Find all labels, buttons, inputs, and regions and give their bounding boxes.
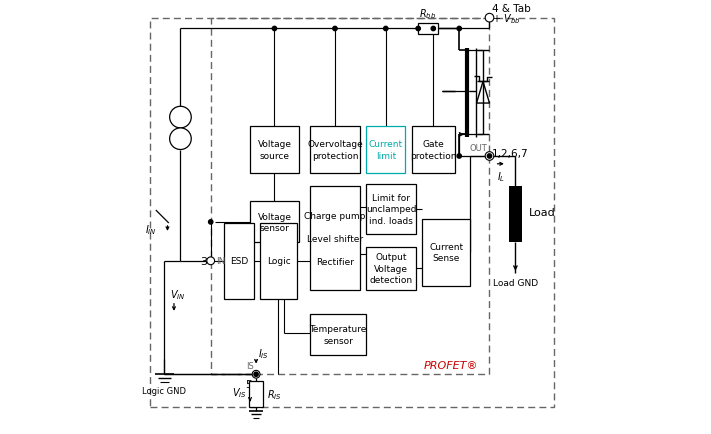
- Text: Voltage
source: Voltage source: [257, 140, 292, 160]
- Bar: [310, 187, 360, 290]
- Text: 4 & Tab: 4 & Tab: [491, 4, 530, 14]
- Text: Logic GND: Logic GND: [142, 386, 186, 395]
- Bar: [310, 126, 360, 174]
- Bar: [509, 187, 522, 243]
- Text: Gate
protection: Gate protection: [410, 140, 456, 160]
- Text: 3: 3: [201, 256, 207, 266]
- Bar: [250, 126, 299, 174]
- Circle shape: [208, 220, 213, 224]
- Text: 1,2,6,7: 1,2,6,7: [491, 148, 528, 158]
- Text: PROFET®: PROFET®: [423, 360, 478, 370]
- Bar: [366, 184, 416, 234]
- Bar: [418, 24, 438, 35]
- Bar: [249, 381, 264, 407]
- Circle shape: [485, 152, 494, 161]
- Text: $R_{IS}$: $R_{IS}$: [267, 387, 282, 401]
- Circle shape: [333, 27, 337, 32]
- Text: Current
Sense: Current Sense: [429, 242, 464, 263]
- Text: Logic: Logic: [267, 257, 291, 266]
- Bar: [366, 247, 416, 290]
- Text: $I_{IN}$: $I_{IN}$: [145, 222, 156, 236]
- Circle shape: [485, 14, 494, 23]
- Circle shape: [254, 372, 258, 377]
- Text: 5: 5: [245, 380, 252, 390]
- Bar: [260, 224, 297, 299]
- Circle shape: [457, 27, 461, 32]
- Bar: [210, 19, 489, 375]
- Circle shape: [252, 371, 260, 378]
- Text: Current
limit: Current limit: [369, 140, 403, 160]
- Bar: [422, 219, 470, 286]
- Text: Limit for
unclamped
ind. loads: Limit for unclamped ind. loads: [366, 194, 417, 225]
- Text: $R_{bb}$: $R_{bb}$: [419, 7, 437, 21]
- Circle shape: [170, 107, 191, 128]
- Text: ESD: ESD: [230, 257, 248, 266]
- Text: $+\ V_{bb}$: $+\ V_{bb}$: [491, 12, 520, 26]
- Text: Charge pump

Level shifter

Rectifier: Charge pump Level shifter Rectifier: [304, 211, 365, 266]
- Bar: [310, 314, 366, 355]
- Circle shape: [170, 128, 191, 150]
- Bar: [150, 19, 555, 407]
- Circle shape: [207, 257, 215, 265]
- Text: $I_{IS}$: $I_{IS}$: [258, 346, 269, 360]
- Text: Temperature
sensor: Temperature sensor: [309, 324, 367, 345]
- Text: Output
Voltage
detection: Output Voltage detection: [370, 253, 412, 285]
- Bar: [412, 126, 455, 174]
- Circle shape: [384, 27, 388, 32]
- Bar: [250, 202, 299, 243]
- Circle shape: [272, 27, 277, 32]
- Text: $V_{IS}$: $V_{IS}$: [232, 386, 247, 399]
- Bar: [224, 224, 254, 299]
- Text: Load: Load: [528, 208, 555, 218]
- Circle shape: [457, 155, 461, 159]
- Text: $I_L$: $I_L$: [496, 170, 505, 183]
- Text: $V_{IN}$: $V_{IN}$: [170, 288, 185, 302]
- Text: Voltage
sensor: Voltage sensor: [257, 212, 292, 233]
- Circle shape: [416, 27, 420, 32]
- Text: IS: IS: [246, 361, 254, 370]
- Text: OUT: OUT: [469, 143, 487, 152]
- Text: IN: IN: [216, 257, 225, 266]
- Bar: [366, 126, 405, 174]
- Text: Load GND: Load GND: [493, 278, 538, 287]
- Circle shape: [487, 155, 491, 159]
- Text: Overvoltage
protection: Overvoltage protection: [307, 140, 363, 160]
- Circle shape: [431, 27, 435, 32]
